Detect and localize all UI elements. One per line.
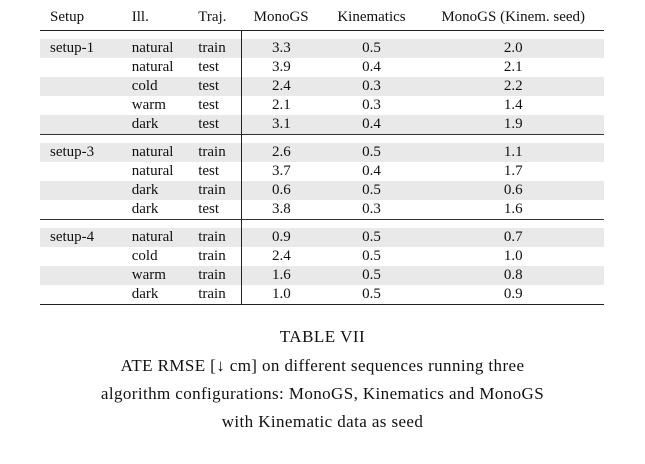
kinematics-cell: 0.4 [362,163,381,179]
kinematics-cell: 0.4 [320,115,423,135]
header-illumination: Ill. [127,4,197,31]
monogs-cell: 2.1 [272,97,291,113]
setup-cell: setup-1 [40,39,128,58]
group-separator [40,219,604,228]
ill-cell: dark [131,201,159,217]
table-row: setup-3 natural train 2.6 0.5 1.1 [40,143,604,162]
traj-cell: test [196,58,243,77]
table-caption-line-2: algorithm configurations: MonoGS, Kinema… [100,384,545,403]
kinematics-cell: 0.5 [320,285,423,305]
seed-cell: 2.2 [422,77,604,96]
table-row: dark train 0.6 0.5 0.6 [40,181,604,200]
table-row: setup-4 natural train 0.9 0.5 0.7 [40,228,604,247]
kinematics-cell: 0.5 [320,228,423,247]
seed-cell: 1.9 [422,115,604,135]
seed-cell: 0.8 [422,266,604,285]
ill-cell: natural [127,39,197,58]
table-row: cold test 2.4 0.3 2.2 [40,77,604,96]
monogs-cell: 2.4 [241,77,321,96]
setup-cell: setup-3 [40,143,128,162]
traj-cell: train [196,181,243,200]
header-setup: Setup [40,4,128,31]
seed-cell: 1.1 [422,143,604,162]
traj-cell: train [196,143,243,162]
monogs-cell: 3.3 [241,39,321,58]
kinematics-cell: 0.4 [362,59,381,75]
seed-cell: 2.0 [422,39,604,58]
seed-cell: 0.7 [422,228,604,247]
ill-cell: natural [131,163,174,179]
seed-cell: 1.4 [503,97,523,113]
seed-cell: 0.9 [422,285,604,305]
ill-cell: dark [127,115,197,135]
table-caption-line-1: ATE RMSE [↓ cm] on different sequences r… [120,356,525,375]
group-separator [40,134,604,143]
monogs-cell: 0.6 [241,181,321,200]
table-row: warm test 2.1 0.3 1.4 [40,96,604,115]
table-row: dark test 3.8 0.3 1.6 [40,200,604,220]
seed-cell: 1.6 [503,201,523,217]
group-spacer [40,30,604,39]
kinematics-cell: 0.3 [362,201,381,217]
kinematics-cell: 0.5 [320,181,423,200]
table-row: dark train 1.0 0.5 0.9 [40,285,604,305]
traj-cell: test [196,200,243,220]
traj-cell: train [196,266,243,285]
monogs-cell: 3.9 [272,59,291,75]
seed-cell: 0.6 [422,181,604,200]
header-kinematics: Kinematics [320,4,423,31]
seed-cell: 2.1 [503,59,523,75]
ill-cell: natural [131,59,174,75]
table-row: cold train 2.4 0.5 1.0 [40,247,604,266]
traj-cell: train [196,39,243,58]
ill-cell: natural [127,143,197,162]
traj-cell: train [196,285,243,305]
monogs-cell: 2.4 [272,248,291,264]
table-caption-label: TABLE VII [279,327,366,346]
ill-cell: dark [127,285,197,305]
results-table-container: Setup Ill. Traj. MonoGS Kinematics MonoG… [40,4,604,305]
table-row: warm train 1.6 0.5 0.8 [40,266,604,285]
traj-cell: test [196,96,243,115]
traj-cell: test [196,115,243,135]
table-header-row: Setup Ill. Traj. MonoGS Kinematics MonoG… [40,4,604,31]
ill-cell: cold [131,248,158,264]
setup-cell: setup-4 [40,228,128,247]
traj-cell: test [196,77,243,96]
kinematics-cell: 0.3 [320,77,423,96]
ill-cell: natural [127,228,197,247]
table-row: dark test 3.1 0.4 1.9 [40,115,604,135]
seed-cell: 1.7 [503,163,523,179]
monogs-cell: 3.7 [272,163,291,179]
kinematics-cell: 0.5 [362,248,381,264]
monogs-cell: 1.6 [241,266,321,285]
results-table: Setup Ill. Traj. MonoGS Kinematics MonoG… [40,4,604,305]
traj-cell: train [196,247,243,266]
ill-cell: cold [127,77,197,96]
table-caption-line-3: with Kinematic data as seed [221,412,424,431]
monogs-cell: 2.6 [241,143,321,162]
monogs-cell: 1.0 [241,285,321,305]
header-monogs: MonoGS [241,4,321,31]
traj-cell: test [196,162,243,181]
ill-cell: warm [127,266,197,285]
kinematics-cell: 0.5 [320,266,423,285]
monogs-cell: 0.9 [241,228,321,247]
monogs-cell: 3.1 [241,115,321,135]
header-trajectory: Traj. [196,4,242,31]
kinematics-cell: 0.5 [320,143,423,162]
table-row: setup-1 natural train 3.3 0.5 2.0 [40,39,604,58]
kinematics-cell: 0.3 [362,97,381,113]
traj-cell: train [196,228,243,247]
ill-cell: dark [127,181,197,200]
monogs-cell: 3.8 [272,201,291,217]
seed-cell: 1.0 [503,248,523,264]
ill-cell: warm [131,97,166,113]
table-row: natural test 3.9 0.4 2.1 [40,58,604,77]
table-row: natural test 3.7 0.4 1.7 [40,162,604,181]
kinematics-cell: 0.5 [320,39,423,58]
header-monogs-kinem-seed: MonoGS (Kinem. seed) [422,4,604,31]
